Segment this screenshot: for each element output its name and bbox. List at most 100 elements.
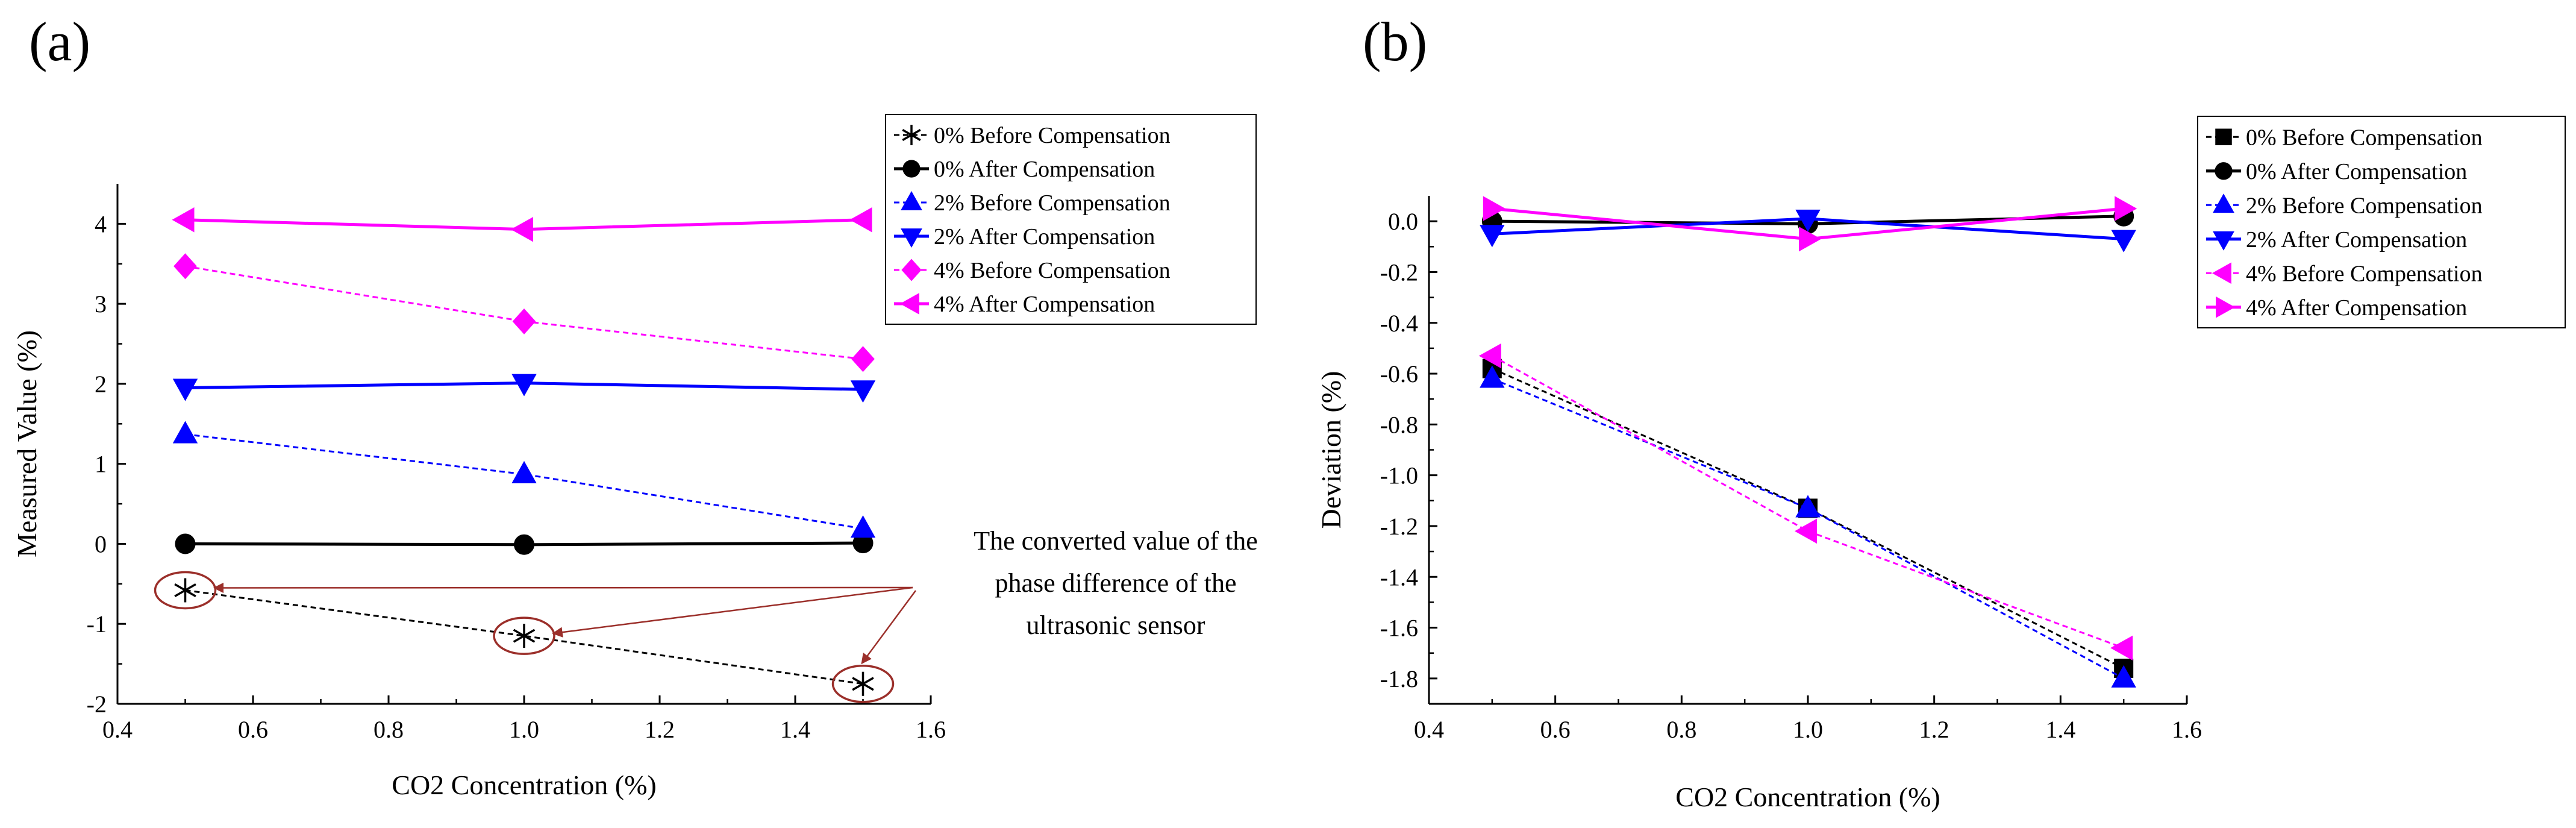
data-point bbox=[175, 533, 196, 554]
legend-item: 0% Before Compensation bbox=[894, 123, 1171, 148]
y-axis-label: Measured Value (%) bbox=[11, 330, 42, 557]
series-4-after-compensation bbox=[172, 207, 872, 242]
legend-item: 0% Before Compensation bbox=[2206, 125, 2483, 150]
legend-label: 4% Before Compensation bbox=[2246, 261, 2483, 286]
x-axis-label: CO2 Concentration (%) bbox=[1675, 782, 1940, 812]
data-point bbox=[514, 534, 534, 555]
legend-marker bbox=[2212, 262, 2231, 284]
y-tick-label: -1.6 bbox=[1380, 615, 1418, 642]
series-line bbox=[1492, 355, 2124, 649]
data-point bbox=[1795, 209, 1821, 232]
series-2-after-compensation bbox=[1480, 209, 2136, 252]
series-0-after-compensation bbox=[175, 533, 874, 555]
y-tick-label: -1.2 bbox=[1380, 513, 1418, 540]
legend: 0% Before Compensation 0% After Compensat… bbox=[885, 114, 1257, 325]
x-tick-label: 1.0 bbox=[1793, 716, 1823, 743]
data-point bbox=[851, 346, 875, 372]
data-point bbox=[2111, 230, 2136, 252]
x-tick-label: 0.6 bbox=[238, 716, 268, 743]
legend-marker bbox=[2216, 296, 2236, 318]
x-tick-label: 1.2 bbox=[1919, 716, 1949, 743]
panel-b-chart: 0.4 0.6 0.8 1.0 1.2 1.4 1.6 0.0 -0.2 -0.4 -0.6 -0.8… bbox=[1316, 116, 2566, 812]
data-point bbox=[2110, 635, 2133, 660]
series-line bbox=[185, 433, 863, 530]
series-line bbox=[185, 265, 863, 360]
data-point bbox=[174, 253, 197, 280]
legend-label: 4% Before Compensation bbox=[934, 258, 1171, 283]
series-2-after-compensation bbox=[172, 374, 876, 403]
y-tick-label: -0.2 bbox=[1380, 259, 1418, 286]
legend-item: 4% Before Compensation bbox=[2206, 261, 2483, 286]
highlight-ellipse bbox=[831, 665, 895, 703]
x-tick-label: 1.4 bbox=[2045, 716, 2075, 743]
legend-label: 0% After Compensation bbox=[2246, 159, 2467, 184]
series-0-before-compensation bbox=[1482, 359, 2134, 678]
y-tick-label: -1.0 bbox=[1380, 462, 1418, 489]
legend-item: 2% After Compensation bbox=[2206, 227, 2467, 252]
data-point bbox=[849, 207, 872, 233]
data-point bbox=[850, 515, 876, 538]
series-0-before-compensation bbox=[174, 578, 874, 696]
annotation-arrow bbox=[861, 590, 917, 665]
legend-marker bbox=[901, 190, 922, 210]
annotation-line-2: phase difference of the bbox=[995, 568, 1236, 598]
x-tick-label: 0.8 bbox=[374, 716, 404, 743]
legend-item: 2% After Compensation bbox=[894, 224, 1155, 249]
data-point bbox=[172, 421, 198, 444]
legend-label: 2% After Compensation bbox=[2246, 227, 2467, 252]
y-tick-label: -0.4 bbox=[1380, 310, 1418, 337]
data-point bbox=[1795, 495, 1821, 518]
legend-item: 2% Before Compensation bbox=[2206, 193, 2483, 218]
legend-marker bbox=[902, 160, 921, 178]
data-point bbox=[511, 374, 537, 397]
legend-marker bbox=[899, 293, 919, 315]
y-tick-label: -2 bbox=[87, 691, 107, 718]
y-tick-label: 4 bbox=[95, 210, 107, 237]
legend-marker bbox=[2215, 128, 2232, 145]
data-point bbox=[510, 216, 533, 242]
x-tick-label: 0.4 bbox=[102, 716, 133, 743]
legend-marker bbox=[2213, 231, 2234, 251]
legend-label: 0% After Compensation bbox=[934, 157, 1155, 182]
legend-marker bbox=[2215, 162, 2233, 180]
data-point bbox=[1480, 365, 1505, 388]
y-tick-label: -1.8 bbox=[1380, 665, 1418, 692]
y-tick-label: 0.0 bbox=[1388, 208, 1418, 235]
panel-a-label: (a) bbox=[29, 11, 90, 72]
legend-label: 0% Before Compensation bbox=[934, 123, 1171, 148]
y-tick-label: 0 bbox=[95, 530, 107, 557]
data-point bbox=[1478, 343, 1501, 369]
data-point bbox=[852, 671, 874, 696]
annotation-line-3: ultrasonic sensor bbox=[1027, 610, 1205, 640]
legend-label: 0% Before Compensation bbox=[2246, 125, 2483, 150]
x-tick-label: 1.6 bbox=[2172, 716, 2202, 743]
legend-label: 2% After Compensation bbox=[934, 224, 1155, 249]
series-line bbox=[1492, 378, 2124, 680]
y-tick-label: 3 bbox=[95, 290, 107, 318]
legend-marker bbox=[902, 125, 921, 145]
y-tick-label: 1 bbox=[95, 451, 107, 478]
data-point bbox=[1799, 226, 1822, 252]
x-tick-label: 1.0 bbox=[509, 716, 539, 743]
data-point bbox=[172, 378, 198, 401]
x-tick-label: 1.4 bbox=[780, 716, 810, 743]
legend-label: 2% Before Compensation bbox=[2246, 193, 2483, 218]
legend-item: 4% After Compensation bbox=[2206, 295, 2467, 321]
data-point bbox=[2115, 196, 2137, 221]
legend-item: 2% Before Compensation bbox=[894, 190, 1171, 216]
data-point bbox=[513, 624, 536, 648]
y-tick-label: -0.6 bbox=[1380, 360, 1418, 387]
series-2-before-compensation bbox=[1480, 365, 2136, 688]
x-tick-label: 0.4 bbox=[1414, 716, 1444, 743]
y-axis-label: Deviation (%) bbox=[1316, 371, 1346, 529]
legend-label: 4% After Compensation bbox=[934, 292, 1155, 317]
panel-a-chart: 0.4 0.6 0.8 1.0 1.2 1.4 1.6 -2 -1 0 1 2 3 4 CO2 Concen… bbox=[11, 114, 1257, 800]
data-point bbox=[174, 578, 196, 603]
legend-marker bbox=[901, 259, 922, 281]
data-point bbox=[511, 460, 537, 483]
legend-item: 4% Before Compensation bbox=[894, 258, 1171, 283]
x-tick-label: 1.6 bbox=[916, 716, 946, 743]
y-tick-label: 2 bbox=[95, 371, 107, 398]
data-point bbox=[172, 207, 195, 233]
legend-item: 4% After Compensation bbox=[894, 292, 1155, 317]
